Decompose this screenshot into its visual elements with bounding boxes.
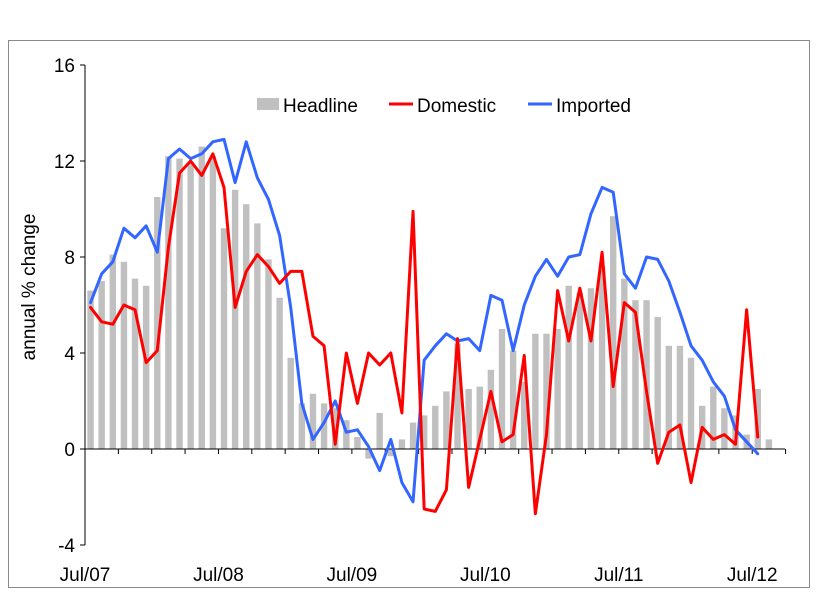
y-tick-label: -4	[58, 536, 75, 557]
y-tick-label: 8	[64, 248, 75, 269]
x-tick-label: Jul/10	[460, 565, 511, 586]
headline-bar	[231, 189, 239, 450]
headline-bar	[120, 261, 128, 449]
x-tick-label: Jul/11	[594, 565, 643, 586]
y-axis-label: annual % change	[19, 214, 40, 361]
chart-frame	[8, 40, 810, 588]
y-tick-label: 12	[54, 152, 75, 173]
headline-bar	[165, 156, 172, 449]
headline-bar	[109, 254, 116, 449]
headline-bar	[543, 333, 550, 449]
x-tick-label: Jul/07	[60, 565, 111, 586]
legend-label-headline: Headline	[283, 96, 358, 117]
headline-bar	[131, 278, 139, 449]
headline-bar	[298, 403, 306, 449]
headline-bar	[587, 288, 595, 449]
legend: Headline Domestic Imported	[257, 96, 631, 117]
headline-bar	[632, 300, 639, 449]
headline-bar	[432, 405, 439, 449]
axes	[84, 65, 785, 545]
headline-bar	[487, 369, 495, 449]
headline-bar	[454, 343, 461, 449]
legend-label-imported: Imported	[556, 96, 631, 117]
x-tick-label: Jul/08	[193, 565, 244, 586]
headline-bar	[409, 422, 417, 449]
headline-bar	[498, 329, 506, 449]
headline-bar	[443, 391, 450, 449]
headline-bar	[320, 403, 328, 449]
y-tick-label: 16	[54, 56, 75, 77]
headline-bar	[87, 290, 94, 449]
headline-bar	[643, 300, 650, 449]
headline-bar	[265, 259, 272, 449]
headline-bar	[509, 350, 517, 449]
headline-bar	[376, 413, 383, 449]
headline-bar	[654, 317, 661, 449]
x-ticks: Jul/07 Jul/08 Jul/09 Jul/10 Jul/11 Jul/12	[60, 449, 787, 586]
headline-bar	[476, 386, 483, 449]
x-tick-label: Jul/09	[327, 565, 378, 586]
headline-bar	[98, 281, 105, 449]
headline-bar	[721, 408, 728, 449]
headline-bar	[521, 381, 528, 449]
headline-bar	[665, 345, 672, 449]
headline-bar	[676, 345, 684, 449]
headline-bar	[598, 266, 606, 449]
headline-bar	[243, 204, 250, 449]
headline-bar	[465, 389, 472, 449]
y-ticks: 16 12 8 4 0 -4	[54, 56, 85, 557]
headline-bar	[365, 449, 372, 459]
headline-bar	[420, 415, 428, 449]
headline-bar	[354, 437, 361, 449]
headline-bar	[754, 389, 761, 449]
series-lines	[89, 137, 760, 516]
headline-bars	[87, 146, 773, 459]
domestic-line	[89, 152, 760, 516]
headline-bar	[565, 285, 572, 449]
headline-bar	[765, 439, 773, 449]
headline-bar	[254, 223, 261, 449]
headline-bar	[554, 329, 561, 449]
headline-bar	[276, 297, 283, 449]
headline-bar	[309, 393, 317, 449]
headline-bar	[610, 216, 617, 449]
headline-bar	[532, 333, 539, 449]
x-tick-label: Jul/12	[727, 565, 778, 586]
headline-bar	[687, 357, 695, 449]
legend-label-domestic: Domestic	[417, 96, 496, 117]
headline-bar	[176, 158, 183, 449]
headline-bar	[576, 293, 584, 449]
headline-bar	[209, 156, 217, 449]
headline-bar	[220, 228, 228, 449]
headline-bar	[154, 197, 161, 449]
headline-bar	[398, 439, 406, 449]
headline-bar	[187, 163, 194, 449]
headline-bar	[198, 146, 205, 449]
headline-bar	[343, 420, 350, 449]
headline-bar	[287, 357, 294, 449]
headline-bar	[710, 386, 717, 449]
y-tick-label: 4	[64, 344, 75, 365]
y-tick-label: 0	[64, 440, 75, 461]
imported-line	[89, 137, 760, 504]
headline-bar	[387, 449, 394, 457]
headline-bar	[621, 278, 628, 449]
headline-bar	[332, 408, 339, 449]
legend-swatch-headline	[257, 98, 279, 110]
headline-bar	[142, 285, 150, 449]
